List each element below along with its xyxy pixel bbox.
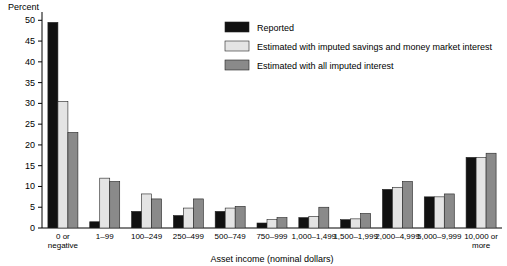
label-line: more (472, 241, 491, 250)
x-tick-label: 1,000–1,499 (292, 232, 337, 241)
label-line: 0 or (56, 232, 70, 241)
bar (215, 211, 225, 228)
bar (267, 220, 277, 228)
y-tick (38, 20, 42, 21)
y-tick-label: 40 (25, 57, 35, 67)
y-tick-label: 45 (25, 36, 35, 46)
x-tick-label: 250–499 (173, 232, 205, 241)
bar (68, 132, 78, 228)
y-tick (38, 103, 42, 104)
y-tick (38, 144, 42, 145)
bar (341, 220, 351, 228)
bar (444, 194, 454, 228)
legend-label: Estimated with all imputed interest (257, 61, 394, 71)
label-line: negative (48, 241, 79, 250)
bar (58, 101, 68, 228)
legend-swatch (225, 22, 249, 32)
bar (361, 213, 371, 228)
y-tick-label: 35 (25, 78, 35, 88)
bar (424, 197, 434, 228)
y-tick (38, 165, 42, 166)
bar (309, 216, 319, 228)
x-axis-title: Asset income (nominal dollars) (210, 254, 333, 264)
x-tick-label: 0 ornegative (48, 232, 79, 250)
y-tick-label: 0 (30, 223, 35, 233)
bar (100, 178, 110, 228)
label-line: 10,000 or (464, 232, 498, 241)
x-tick-label: 100–249 (131, 232, 163, 241)
bar (486, 153, 496, 228)
x-tick-label: 10,000 ormore (464, 232, 498, 250)
bar (277, 218, 287, 228)
bar (392, 187, 402, 228)
y-tick (38, 41, 42, 42)
y-tick (38, 186, 42, 187)
bar (466, 157, 476, 228)
legend-label: Estimated with imputed savings and money… (257, 42, 493, 52)
bar (183, 208, 193, 228)
chart-container: Percent 0 5 10 15 20 25 30 35 40 45 50 0 ornegative 1… (0, 0, 507, 266)
x-tick-label: 1,500–1,999 (333, 232, 378, 241)
y-tick-label: 50 (25, 15, 35, 25)
chart-svg: Percent 0 5 10 15 20 25 30 35 40 45 50 0 ornegative 1… (0, 0, 507, 266)
bars (48, 22, 496, 228)
bar (152, 199, 162, 228)
bar (225, 208, 235, 228)
y-tick (38, 61, 42, 62)
bar (402, 181, 412, 228)
x-tick-label: 2,000–4,999 (375, 232, 420, 241)
bar (257, 223, 267, 228)
x-tick-label: 750–999 (256, 232, 288, 241)
bar (319, 207, 329, 228)
x-tick-label: 1–99 (96, 232, 114, 241)
bar (142, 194, 152, 228)
y-tick (38, 82, 42, 83)
bar (299, 218, 309, 228)
bar (351, 219, 361, 228)
y-tick (38, 228, 42, 229)
y-axis-title: Percent (8, 2, 40, 12)
bar (434, 197, 444, 228)
y-tick (38, 207, 42, 208)
y-tick-label: 5 (30, 202, 35, 212)
bar (193, 199, 203, 228)
bar (132, 211, 142, 228)
x-tick-label: 5,000–9,999 (417, 232, 462, 241)
bar (110, 181, 120, 228)
bar (173, 216, 183, 228)
x-tick-label: 500–749 (215, 232, 247, 241)
bar (90, 222, 100, 228)
bar (476, 157, 486, 228)
legend-label: Reported (257, 23, 294, 33)
y-tick-label: 30 (25, 98, 35, 108)
y-tick-label: 10 (25, 181, 35, 191)
legend-swatch (225, 60, 249, 70)
y-tick-label: 20 (25, 140, 35, 150)
bar (382, 189, 392, 228)
y-tick-label: 15 (25, 161, 35, 171)
bar (235, 206, 245, 228)
bar (48, 22, 58, 228)
y-tick (38, 124, 42, 125)
y-axis-line (42, 12, 43, 228)
y-tick-label: 25 (25, 119, 35, 129)
legend-swatch (225, 41, 249, 51)
